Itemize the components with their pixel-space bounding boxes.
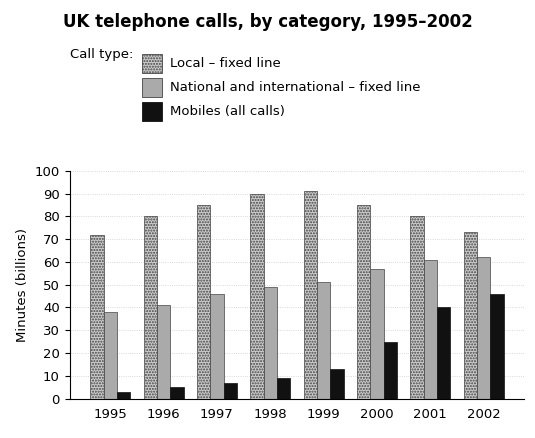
Bar: [424, 260, 437, 399]
Bar: [224, 383, 237, 399]
Bar: [490, 294, 503, 399]
Bar: [437, 307, 450, 399]
Text: National and international – fixed line: National and international – fixed line: [170, 81, 421, 94]
Bar: [357, 205, 370, 399]
Bar: [330, 369, 343, 399]
Bar: [170, 387, 184, 399]
Bar: [477, 258, 490, 399]
Bar: [317, 283, 330, 399]
Bar: [90, 235, 104, 399]
Bar: [370, 269, 384, 399]
Bar: [197, 205, 210, 399]
Y-axis label: Minutes (billions): Minutes (billions): [16, 228, 29, 342]
Bar: [384, 342, 397, 399]
Bar: [410, 216, 424, 399]
Bar: [117, 392, 130, 399]
Bar: [157, 305, 170, 399]
Bar: [250, 194, 264, 399]
Bar: [303, 191, 317, 399]
Text: Local – fixed line: Local – fixed line: [170, 57, 281, 70]
Text: Call type:: Call type:: [70, 48, 133, 61]
Bar: [277, 378, 291, 399]
Bar: [104, 312, 117, 399]
Bar: [464, 232, 477, 399]
Bar: [264, 287, 277, 399]
Bar: [143, 216, 157, 399]
Bar: [210, 294, 224, 399]
Text: Mobiles (all calls): Mobiles (all calls): [170, 105, 285, 118]
Text: UK telephone calls, by category, 1995–2002: UK telephone calls, by category, 1995–20…: [63, 13, 472, 31]
